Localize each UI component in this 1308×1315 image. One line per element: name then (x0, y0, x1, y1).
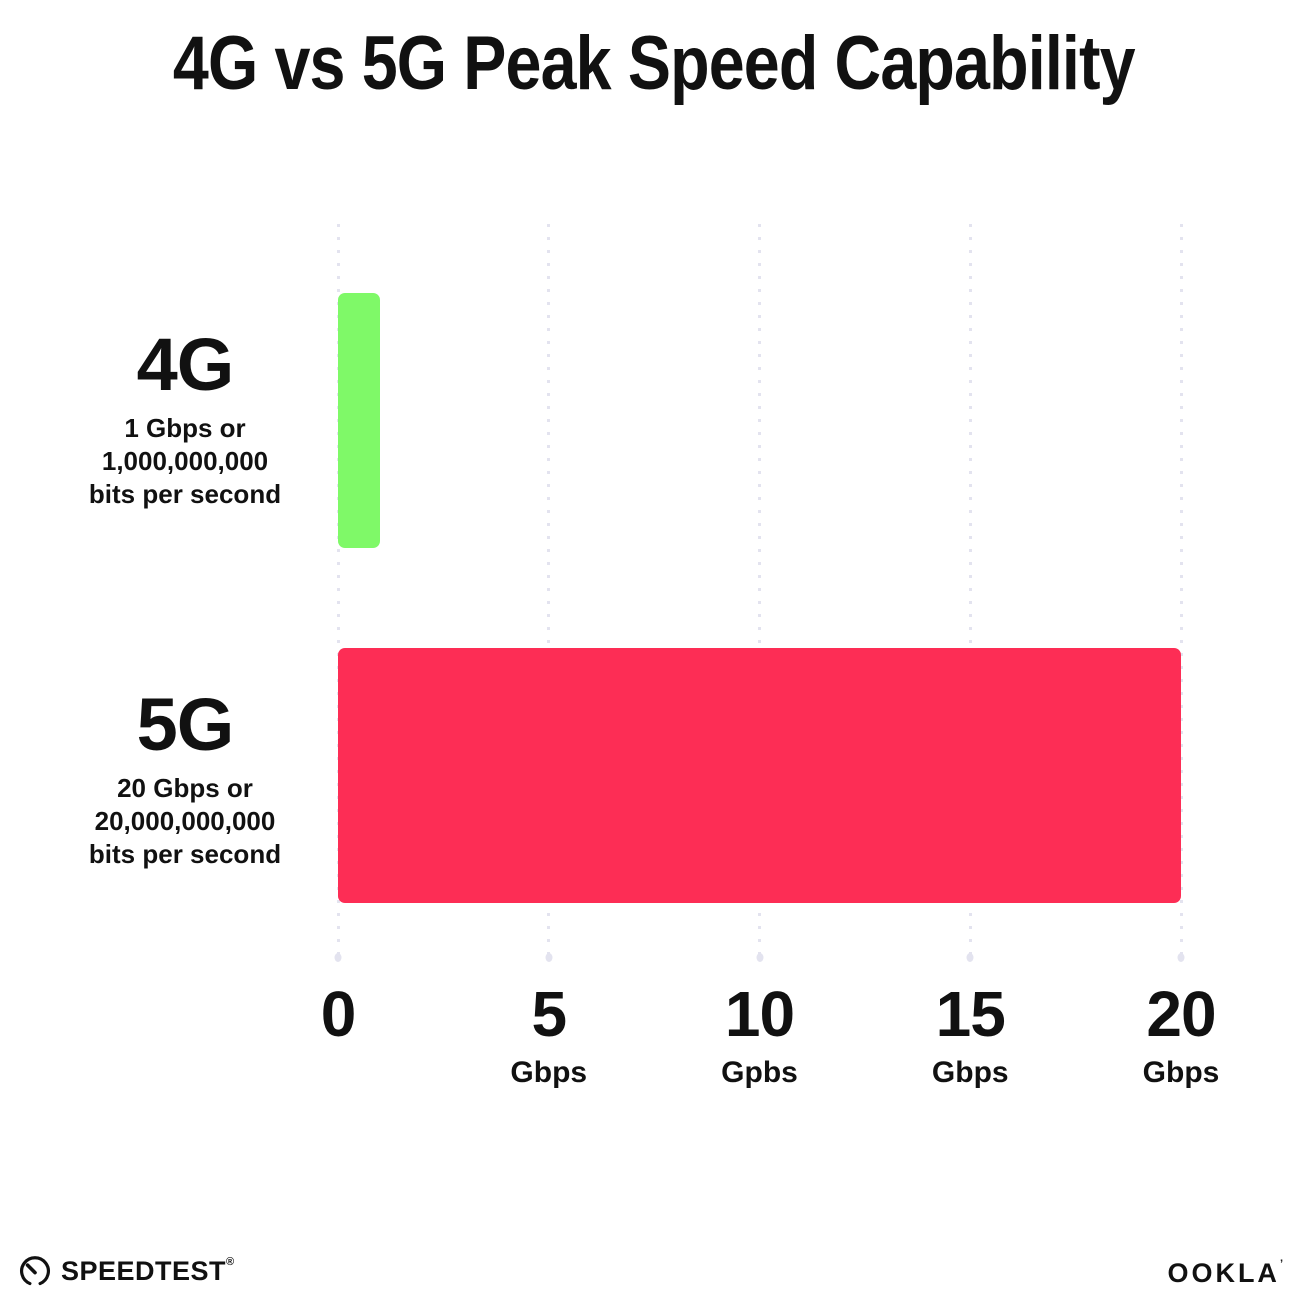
chart-plot-area (334, 224, 1185, 962)
gridline-10 (756, 224, 763, 962)
x-axis: 0 5 Gbps 10 Gpbs 15 Gbps 20 Gbps (321, 982, 1220, 1102)
x-tick-20: 20 Gbps (1143, 982, 1220, 1090)
gridline-20 (1177, 224, 1185, 962)
subtitle-line: 20 Gbps or (117, 773, 253, 804)
x-tick-value: 0 (320, 978, 357, 1050)
x-tick-10: 10 Gpbs (721, 982, 798, 1090)
x-tick-unit: Gbps (931, 1056, 1009, 1089)
x-tick-5: 5 Gbps (510, 982, 587, 1090)
gridline-end-dot (966, 953, 974, 962)
speedtest-wordmark: SPEEDTEST® (61, 1256, 235, 1287)
x-tick-value: 20 (1146, 978, 1216, 1050)
bar-4g (338, 293, 381, 548)
category-subtitle-5g: 20 Gbps or 20,000,000,000 bits per secon… (50, 772, 320, 871)
subtitle-line: 1,000,000,000 (101, 446, 269, 477)
speedtest-text: SPEEDTEST (61, 1255, 227, 1286)
gridline-end-dot (334, 953, 342, 962)
x-tick-unit: Gbps (1142, 1056, 1220, 1089)
speedtest-trademark: ® (226, 1255, 235, 1268)
ookla-trademark: ’ (1279, 1258, 1286, 1270)
x-tick-unit: Gbps (510, 1056, 588, 1089)
subtitle-line: bits per second (88, 839, 282, 870)
ookla-wordmark: OOKLA (1167, 1258, 1280, 1288)
category-label-5g: 5G 20 Gbps or 20,000,000,000 bits per se… (50, 683, 320, 871)
x-tick-0: 0 (320, 978, 357, 1056)
category-subtitle-4g: 1 Gbps or 1,000,000,000 bits per second (50, 412, 320, 511)
gridline-0 (334, 224, 342, 962)
x-tick-15: 15 Gbps (932, 982, 1009, 1090)
category-title-5g: 5G (136, 683, 235, 766)
gridline-end-dot (545, 953, 553, 962)
subtitle-line: 20,000,000,000 (94, 806, 276, 837)
x-tick-value: 15 (935, 978, 1006, 1050)
gridline-end-dot (756, 953, 763, 962)
subtitle-line: 1 Gbps or (124, 413, 246, 444)
category-label-4g: 4G 1 Gbps or 1,000,000,000 bits per seco… (50, 323, 320, 511)
x-tick-value: 5 (531, 978, 567, 1050)
ookla-logo: OOKLA’ (1167, 1258, 1286, 1289)
gridline-5 (545, 224, 553, 962)
bar-5g (338, 648, 1181, 903)
x-tick-unit: Gpbs (721, 1056, 798, 1089)
subtitle-line: bits per second (88, 479, 282, 510)
page-title: 4G vs 5G Peak Speed Capability (0, 20, 1308, 107)
x-tick-value: 10 (724, 978, 795, 1050)
gridline-15 (966, 224, 974, 962)
speedtest-logo: SPEEDTEST® (18, 1254, 235, 1288)
gridline-end-dot (1177, 953, 1185, 962)
page-title-text: 4G vs 5G Peak Speed Capability (173, 21, 1136, 106)
category-title-4g: 4G (136, 323, 235, 406)
speedtest-gauge-icon (20, 1256, 50, 1286)
